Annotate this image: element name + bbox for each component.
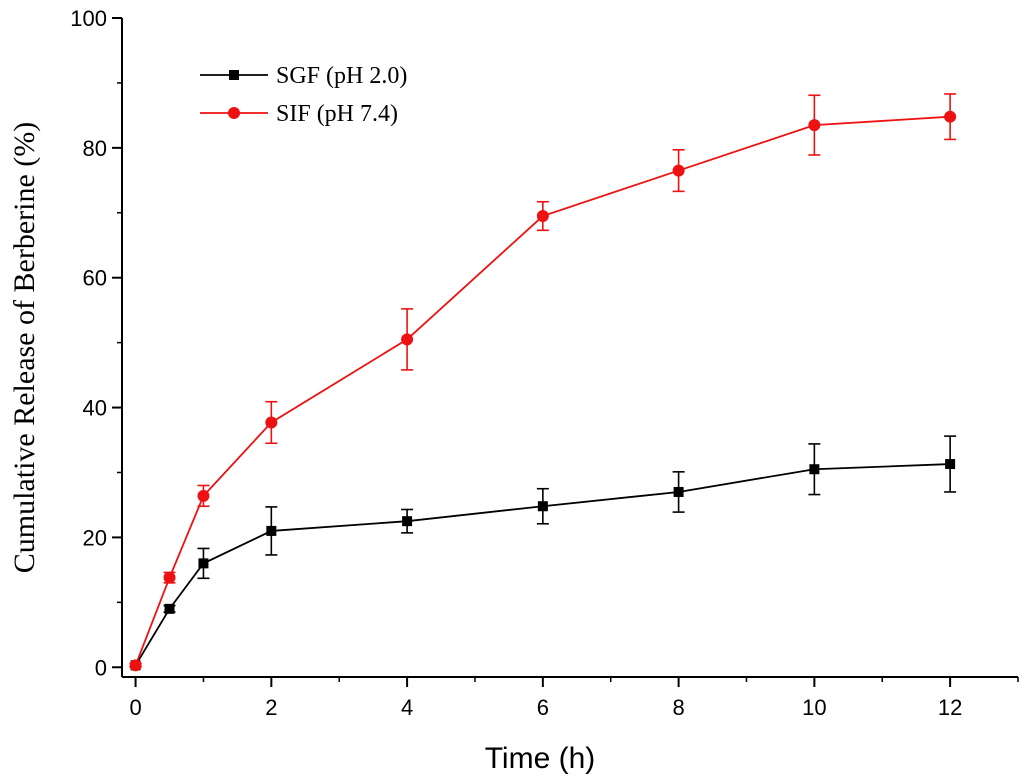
x-tick-label: 8 (672, 695, 684, 720)
data-point-sgf (809, 464, 820, 475)
y-tick-label: 20 (83, 525, 107, 550)
data-point-sgf (198, 558, 209, 569)
legend: SGF (pH 2.0) SIF (pH 7.4) (200, 63, 407, 127)
legend-label-sgf: SGF (pH 2.0) (276, 63, 407, 89)
y-tick-label: 40 (83, 396, 107, 421)
legend-entry-sif: SIF (pH 7.4) (200, 101, 398, 127)
series-line-sif (134, 115, 951, 666)
axes: 0 20 40 60 80 100 0 2 4 6 8 10 12 (70, 6, 1019, 720)
legend-entry-sgf: SGF (pH 2.0) (200, 63, 407, 89)
data-point-sgf (402, 516, 413, 527)
x-tick-label: 0 (129, 695, 141, 720)
data-point-sgf (673, 486, 684, 497)
y-tick-label: 60 (83, 266, 107, 291)
data-point-sif (808, 119, 821, 132)
y-tick-label: 100 (70, 6, 107, 31)
data-point-sif (129, 659, 142, 672)
data-point-sif (672, 164, 685, 177)
y-axis-title: Cumulative Release of Berberine (%) (8, 122, 41, 574)
y-tick-label: 80 (83, 136, 107, 161)
legend-marker-sif (228, 107, 240, 119)
data-point-sgf (537, 501, 548, 512)
data-point-sgf (266, 525, 277, 536)
data-point-sgf (945, 459, 956, 470)
data-point-sif (163, 571, 176, 584)
data-point-sgf (164, 603, 175, 614)
legend-label-sif: SIF (pH 7.4) (276, 101, 398, 127)
x-tick-label: 2 (265, 695, 277, 720)
x-axis-title: Time (h) (485, 742, 596, 775)
x-tick-label: 12 (938, 695, 962, 720)
y-tick-label: 0 (95, 655, 107, 680)
x-tick-label: 10 (802, 695, 826, 720)
x-tick-label: 4 (401, 695, 413, 720)
data-point-sif (536, 210, 549, 223)
data-point-sif (944, 110, 957, 123)
data-point-sif (265, 416, 278, 429)
plot-area (129, 93, 957, 672)
legend-marker-sgf (229, 70, 239, 80)
data-point-sif (401, 333, 414, 346)
data-point-sif (197, 489, 210, 502)
x-tick-label: 6 (537, 695, 549, 720)
